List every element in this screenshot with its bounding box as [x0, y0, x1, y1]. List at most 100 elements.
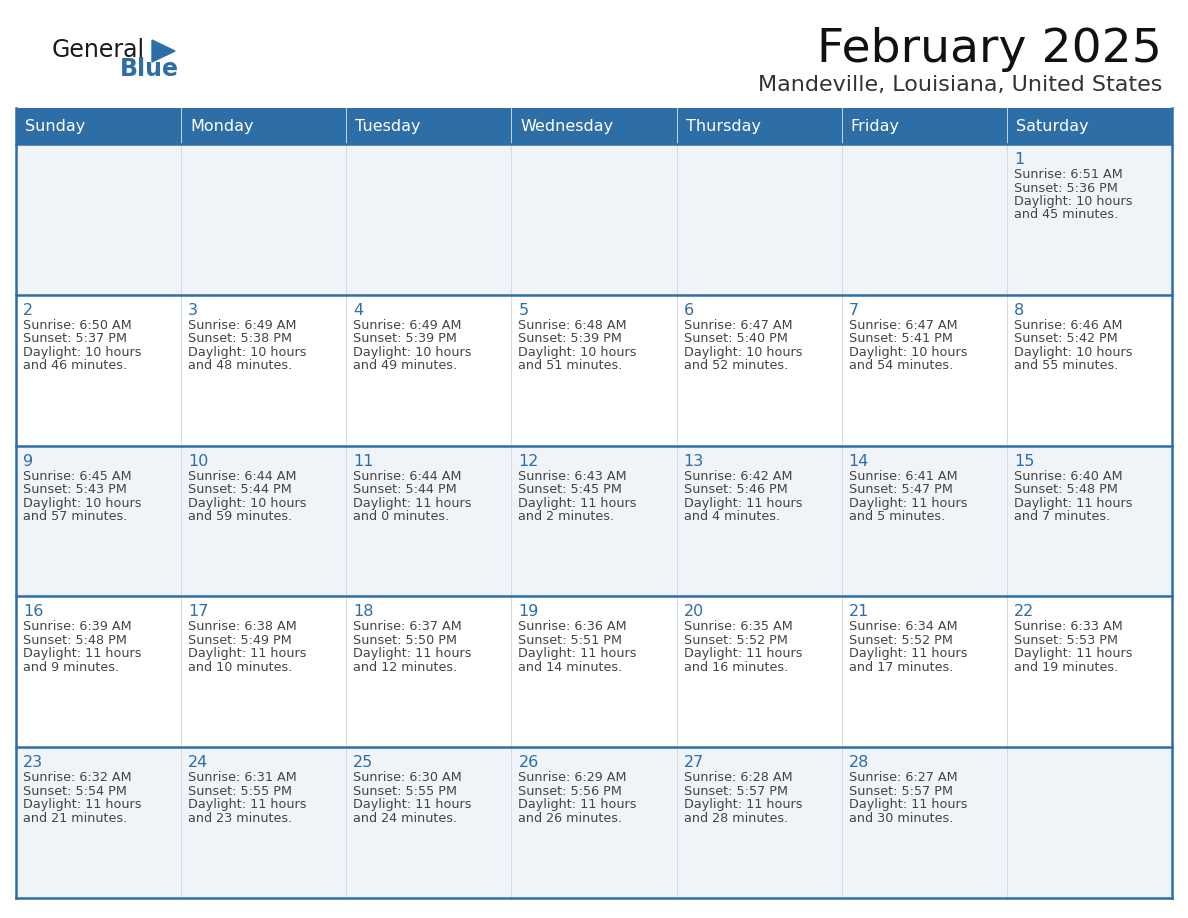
- Text: General: General: [52, 38, 145, 62]
- Text: and 9 minutes.: and 9 minutes.: [23, 661, 119, 674]
- Text: Sunset: 5:39 PM: Sunset: 5:39 PM: [353, 332, 457, 345]
- Text: Tuesday: Tuesday: [355, 118, 421, 133]
- Bar: [1007, 295, 1173, 445]
- Text: Daylight: 11 hours: Daylight: 11 hours: [848, 647, 967, 660]
- Text: Sunrise: 6:38 AM: Sunrise: 6:38 AM: [188, 621, 297, 633]
- Text: Sunrise: 6:37 AM: Sunrise: 6:37 AM: [353, 621, 462, 633]
- Text: Sunrise: 6:30 AM: Sunrise: 6:30 AM: [353, 771, 462, 784]
- Text: 28: 28: [848, 756, 870, 770]
- Text: Daylight: 10 hours: Daylight: 10 hours: [1013, 346, 1132, 359]
- Text: Sunset: 5:45 PM: Sunset: 5:45 PM: [518, 483, 623, 496]
- Text: Daylight: 10 hours: Daylight: 10 hours: [683, 346, 802, 359]
- Text: 17: 17: [188, 604, 209, 620]
- Text: and 7 minutes.: and 7 minutes.: [1013, 510, 1110, 523]
- Bar: [15, 747, 181, 898]
- Text: Sunrise: 6:48 AM: Sunrise: 6:48 AM: [518, 319, 627, 331]
- Text: Sunrise: 6:28 AM: Sunrise: 6:28 AM: [683, 771, 792, 784]
- Text: 9: 9: [23, 453, 33, 468]
- Bar: [181, 747, 346, 898]
- Text: and 55 minutes.: and 55 minutes.: [1013, 359, 1118, 373]
- Text: Daylight: 11 hours: Daylight: 11 hours: [518, 647, 637, 660]
- Text: Daylight: 10 hours: Daylight: 10 hours: [353, 346, 472, 359]
- Text: Sunset: 5:55 PM: Sunset: 5:55 PM: [188, 785, 292, 798]
- Text: Sunset: 5:38 PM: Sunset: 5:38 PM: [188, 332, 292, 345]
- Text: 7: 7: [848, 303, 859, 318]
- Text: Daylight: 11 hours: Daylight: 11 hours: [848, 798, 967, 812]
- Bar: [1007, 445, 1173, 597]
- Text: Sunset: 5:44 PM: Sunset: 5:44 PM: [353, 483, 457, 496]
- Bar: [346, 108, 511, 144]
- Text: Sunset: 5:55 PM: Sunset: 5:55 PM: [353, 785, 457, 798]
- Bar: [842, 108, 1007, 144]
- Text: 1: 1: [1013, 152, 1024, 167]
- Bar: [15, 144, 181, 295]
- Text: 25: 25: [353, 756, 373, 770]
- Text: Sunset: 5:36 PM: Sunset: 5:36 PM: [1013, 182, 1118, 195]
- Text: 18: 18: [353, 604, 374, 620]
- Text: and 59 minutes.: and 59 minutes.: [188, 510, 292, 523]
- Text: Sunrise: 6:32 AM: Sunrise: 6:32 AM: [23, 771, 132, 784]
- Text: Daylight: 10 hours: Daylight: 10 hours: [1013, 195, 1132, 208]
- Text: 22: 22: [1013, 604, 1034, 620]
- Text: and 19 minutes.: and 19 minutes.: [1013, 661, 1118, 674]
- Text: Daylight: 11 hours: Daylight: 11 hours: [353, 798, 472, 812]
- Text: Sunrise: 6:33 AM: Sunrise: 6:33 AM: [1013, 621, 1123, 633]
- Text: Sunset: 5:48 PM: Sunset: 5:48 PM: [23, 634, 127, 647]
- Bar: [511, 295, 677, 445]
- Text: and 52 minutes.: and 52 minutes.: [683, 359, 788, 373]
- Bar: [842, 747, 1007, 898]
- Text: Sunday: Sunday: [25, 118, 86, 133]
- Text: Sunset: 5:37 PM: Sunset: 5:37 PM: [23, 332, 127, 345]
- Text: and 30 minutes.: and 30 minutes.: [848, 812, 953, 824]
- Bar: [181, 597, 346, 747]
- Bar: [15, 597, 181, 747]
- Text: 3: 3: [188, 303, 198, 318]
- Text: and 57 minutes.: and 57 minutes.: [23, 510, 127, 523]
- Text: Saturday: Saturday: [1016, 118, 1088, 133]
- Text: Sunrise: 6:44 AM: Sunrise: 6:44 AM: [188, 470, 297, 483]
- Bar: [677, 445, 842, 597]
- Text: Daylight: 11 hours: Daylight: 11 hours: [23, 798, 141, 812]
- Text: and 28 minutes.: and 28 minutes.: [683, 812, 788, 824]
- Bar: [677, 108, 842, 144]
- Text: and 23 minutes.: and 23 minutes.: [188, 812, 292, 824]
- Text: and 5 minutes.: and 5 minutes.: [848, 510, 944, 523]
- Bar: [842, 144, 1007, 295]
- Text: Sunset: 5:56 PM: Sunset: 5:56 PM: [518, 785, 623, 798]
- Text: 6: 6: [683, 303, 694, 318]
- Text: Sunrise: 6:50 AM: Sunrise: 6:50 AM: [23, 319, 132, 331]
- Bar: [346, 445, 511, 597]
- Text: 4: 4: [353, 303, 364, 318]
- Text: Sunrise: 6:47 AM: Sunrise: 6:47 AM: [848, 319, 958, 331]
- Text: 24: 24: [188, 756, 208, 770]
- Text: Daylight: 10 hours: Daylight: 10 hours: [188, 346, 307, 359]
- Text: and 10 minutes.: and 10 minutes.: [188, 661, 292, 674]
- Text: and 48 minutes.: and 48 minutes.: [188, 359, 292, 373]
- Text: Thursday: Thursday: [685, 118, 760, 133]
- Text: and 49 minutes.: and 49 minutes.: [353, 359, 457, 373]
- Text: 12: 12: [518, 453, 539, 468]
- Text: Sunset: 5:42 PM: Sunset: 5:42 PM: [1013, 332, 1118, 345]
- Text: Daylight: 11 hours: Daylight: 11 hours: [683, 647, 802, 660]
- Text: Sunset: 5:52 PM: Sunset: 5:52 PM: [683, 634, 788, 647]
- Bar: [677, 295, 842, 445]
- Text: Sunrise: 6:27 AM: Sunrise: 6:27 AM: [848, 771, 958, 784]
- Text: 20: 20: [683, 604, 703, 620]
- Text: Sunrise: 6:49 AM: Sunrise: 6:49 AM: [188, 319, 297, 331]
- Text: 5: 5: [518, 303, 529, 318]
- Text: Daylight: 11 hours: Daylight: 11 hours: [1013, 497, 1132, 509]
- Bar: [181, 295, 346, 445]
- Text: Friday: Friday: [851, 118, 899, 133]
- Bar: [15, 295, 181, 445]
- Text: Daylight: 11 hours: Daylight: 11 hours: [848, 497, 967, 509]
- Bar: [1007, 144, 1173, 295]
- Text: Sunrise: 6:47 AM: Sunrise: 6:47 AM: [683, 319, 792, 331]
- Text: 23: 23: [23, 756, 43, 770]
- Text: Sunset: 5:40 PM: Sunset: 5:40 PM: [683, 332, 788, 345]
- Text: Daylight: 11 hours: Daylight: 11 hours: [518, 497, 637, 509]
- Text: February 2025: February 2025: [817, 28, 1162, 73]
- Text: Sunset: 5:53 PM: Sunset: 5:53 PM: [1013, 634, 1118, 647]
- Bar: [842, 295, 1007, 445]
- Bar: [511, 144, 677, 295]
- Text: Sunrise: 6:34 AM: Sunrise: 6:34 AM: [848, 621, 958, 633]
